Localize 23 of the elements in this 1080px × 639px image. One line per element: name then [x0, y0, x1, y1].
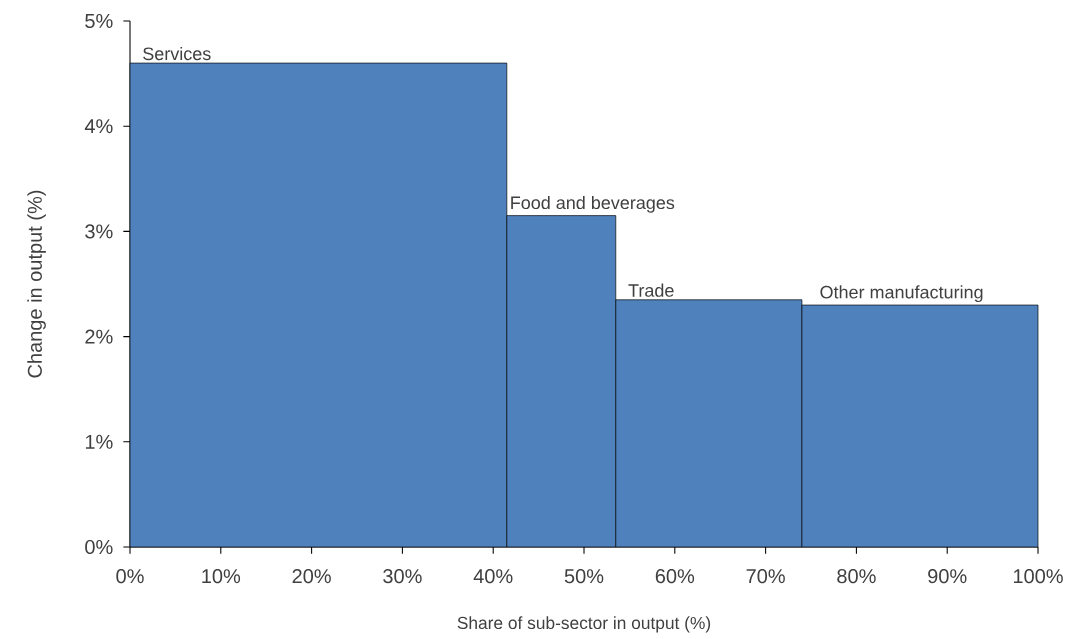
- x-tick-label: 70%: [746, 569, 785, 584]
- x-tick-label: 60%: [655, 569, 695, 584]
- y-tick-label: 3%: [85, 224, 113, 239]
- y-tick-label: 0%: [85, 539, 113, 555]
- x-tick-label: 20%: [292, 569, 331, 584]
- x-tick-label: 10%: [202, 569, 241, 584]
- y-tick-label: 1%: [85, 434, 113, 449]
- y-tick-label: 2%: [85, 329, 113, 344]
- y-tick-label: 5%: [85, 13, 113, 29]
- x-tick-label: 30%: [383, 569, 422, 584]
- x-tick-label: 40%: [473, 569, 513, 584]
- y-axis-title: Change in output (%): [27, 190, 46, 378]
- x-tick-label: 100%: [1013, 569, 1063, 584]
- annotation: Food and beverages: [511, 195, 675, 213]
- x-axis-title: Share of sub-sector in output (%): [457, 616, 711, 633]
- x-tick-label: 90%: [928, 569, 967, 584]
- x-tick-label: 0%: [116, 569, 144, 584]
- annotation: Other manufacturing: [820, 285, 983, 303]
- annotation: Services: [143, 46, 211, 61]
- x-tick-label: 80%: [837, 569, 876, 584]
- y-tick-label: 4%: [84, 119, 113, 134]
- x-tick-label: 50%: [564, 569, 604, 584]
- annotation: Trade: [628, 283, 674, 297]
